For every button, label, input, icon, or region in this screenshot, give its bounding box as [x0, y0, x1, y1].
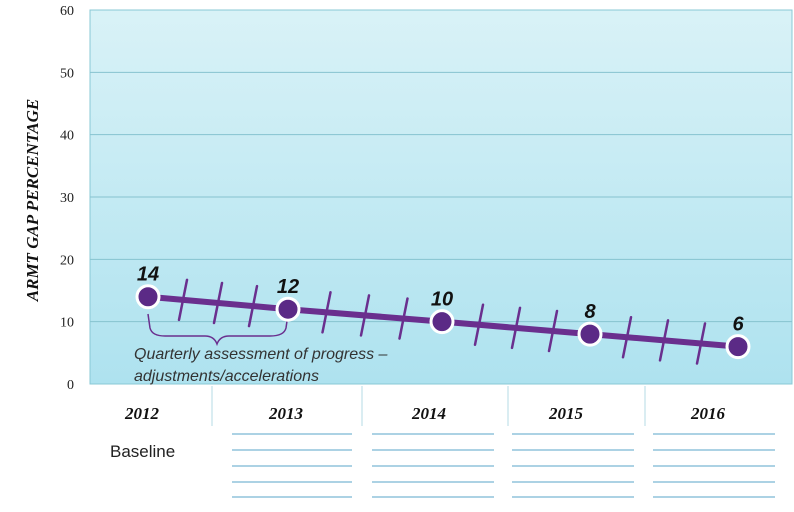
data-point [429, 309, 455, 335]
year-label-2012: 2012 [125, 404, 159, 423]
y-tick-label: 20 [60, 253, 74, 268]
year-table [211, 386, 775, 498]
y-tick-label: 30 [60, 191, 74, 206]
data-markers [135, 284, 751, 360]
data-labels: 14 12 10 8 6 [137, 264, 745, 336]
gridlines [90, 71, 792, 323]
data-label: 10 [431, 289, 453, 311]
data-point [725, 334, 751, 360]
annotation-bracket [147, 313, 289, 347]
data-label: 8 [584, 301, 596, 323]
data-label: 12 [277, 276, 299, 298]
y-axis-label-text: ARMT GAP PERCENTAGE [23, 98, 42, 302]
y-tick-labels: 0 10 20 30 40 50 60 [60, 4, 74, 393]
y-tick-label: 10 [60, 316, 74, 331]
y-tick-label: 60 [60, 4, 74, 19]
year-label-2014: 2014 [412, 404, 446, 423]
year-label-2013: 2013 [269, 404, 303, 423]
year-label-2015: 2015 [549, 404, 583, 423]
y-tick-label: 0 [67, 378, 74, 393]
data-point [135, 284, 161, 310]
y-tick-label: 50 [60, 66, 74, 81]
baseline-label: Baseline [110, 442, 176, 461]
y-axis-label: ARMT GAP PERCENTAGE [18, 60, 48, 340]
data-point [577, 321, 603, 347]
bracket-path [147, 313, 289, 347]
data-label: 14 [137, 264, 159, 286]
year-label-2016: 2016 [691, 404, 725, 423]
annotation-line-1: Quarterly assessment of progress – [134, 346, 388, 363]
annotation-line-2: adjustments/accelerations [134, 368, 319, 385]
y-tick-label: 40 [60, 129, 74, 144]
data-label: 6 [732, 314, 744, 336]
annotation-text: Quarterly assessment of progress – adjus… [134, 346, 388, 385]
data-point [275, 296, 301, 322]
